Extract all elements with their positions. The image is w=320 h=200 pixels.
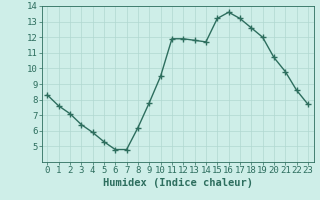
X-axis label: Humidex (Indice chaleur): Humidex (Indice chaleur)	[103, 178, 252, 188]
